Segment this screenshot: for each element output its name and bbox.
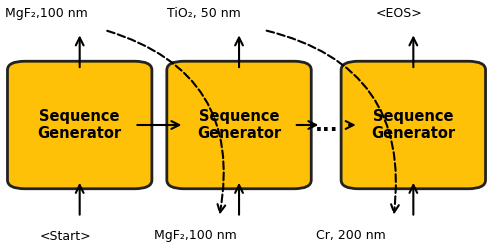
Text: <EOS>: <EOS>	[376, 7, 423, 20]
Text: MgF₂,100 nm: MgF₂,100 nm	[154, 230, 237, 242]
Text: Sequence
Generator: Sequence Generator	[38, 109, 122, 141]
FancyArrowPatch shape	[266, 31, 399, 212]
FancyBboxPatch shape	[167, 61, 311, 189]
Text: Sequence
Generator: Sequence Generator	[372, 109, 455, 141]
Text: ...: ...	[314, 115, 338, 135]
Text: TiO₂, 50 nm: TiO₂, 50 nm	[167, 7, 241, 20]
FancyBboxPatch shape	[7, 61, 152, 189]
Text: MgF₂,100 nm: MgF₂,100 nm	[5, 7, 88, 20]
Text: <Start>: <Start>	[40, 230, 92, 242]
Text: Sequence
Generator: Sequence Generator	[197, 109, 281, 141]
FancyBboxPatch shape	[341, 61, 486, 189]
Text: Cr, 200 nm: Cr, 200 nm	[316, 230, 386, 242]
FancyArrowPatch shape	[107, 31, 225, 212]
